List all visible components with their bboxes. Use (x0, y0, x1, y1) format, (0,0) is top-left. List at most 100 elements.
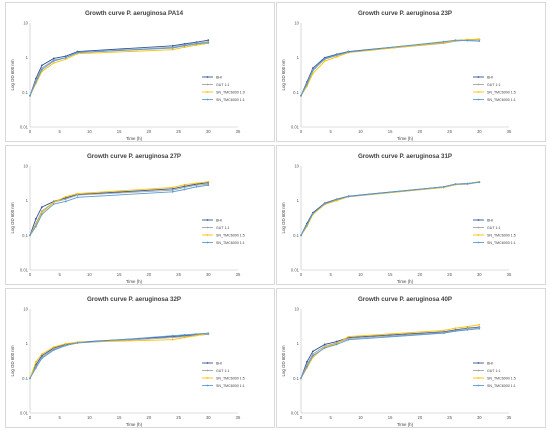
data-point (52, 201, 55, 204)
data-point (183, 183, 186, 186)
data-point (442, 40, 445, 43)
series-line-3 (300, 181, 480, 236)
chart-panel-pa14: Growth curve P. aeruginosa PA14 0 5 10 15 20 2… (5, 2, 275, 142)
x-axis-label: Time (h) (126, 136, 143, 141)
chart-title: Growth curve P. aeruginosa 40P (358, 296, 452, 303)
data-point (29, 94, 31, 97)
data-point (335, 198, 338, 201)
chart-31p: Growth curve P. aeruginosa 31P 0 5 10 15 20 25… (281, 153, 516, 284)
data-point (454, 330, 457, 333)
data-point (478, 38, 481, 41)
legend-label: GUT 1:1 (216, 226, 230, 230)
x-tick-label: 5 (59, 272, 62, 277)
x-tick-label: 20 (418, 129, 423, 134)
legend-label: SN_TMC6000 1:1 (487, 384, 516, 388)
legend-label: BHI (216, 361, 222, 365)
data-point (478, 40, 481, 43)
legend-marker (206, 219, 209, 221)
x-tick-label: 35 (236, 415, 241, 420)
legend-label: SN_TMC6000 1:1 (487, 241, 516, 245)
data-point (195, 333, 198, 335)
chart-32p: Growth curve P. aeruginosa 32P 0 5 10 15 20 25… (10, 296, 245, 427)
x-tick-label: 35 (507, 415, 512, 420)
x-axis-label: Time (h) (126, 279, 143, 284)
legend-marker (477, 83, 480, 86)
y-tick-label: 1 (297, 55, 300, 60)
y-tick-label: 0.1 (22, 90, 28, 95)
series-line-2 (29, 41, 209, 96)
data-point (442, 185, 445, 188)
x-tick-label: 35 (236, 129, 241, 134)
data-point (40, 64, 43, 67)
legend-label: SN_TMC6000 1:5 (216, 233, 245, 237)
series-line-3 (29, 181, 209, 236)
legend-label: GUT 1:1 (487, 226, 501, 230)
data-point (35, 360, 37, 363)
x-tick-label: 25 (447, 129, 452, 134)
data-point (40, 68, 43, 71)
data-point (64, 55, 67, 58)
y-tick-label: 1 (26, 198, 29, 203)
data-point (323, 343, 326, 346)
y-tick-label: 0.01 (20, 411, 29, 416)
x-tick-label: 10 (87, 272, 92, 277)
legend-marker (477, 91, 480, 93)
data-point (478, 323, 481, 326)
x-tick-label: 20 (147, 129, 152, 134)
x-tick-label: 0 (29, 272, 32, 277)
chart-panel-31p: Growth curve P. aeruginosa 31P 0 5 10 15 20 25… (276, 145, 546, 285)
y-tick-label: 10 (294, 164, 299, 169)
x-tick-label: 15 (388, 272, 393, 277)
legend-label: BHI (487, 218, 493, 222)
legend-label: GUT 1:1 (487, 369, 501, 373)
data-point (40, 353, 43, 356)
y-tick-label: 0.1 (22, 376, 28, 381)
legend-marker (477, 377, 480, 379)
series-line-3 (300, 324, 480, 379)
data-point (52, 346, 55, 348)
x-tick-label: 5 (330, 415, 333, 420)
x-tick-label: 0 (300, 272, 303, 277)
y-tick-label: 0.1 (22, 233, 28, 238)
chart-23p: Growth curve P. aeruginosa 23P 0 5 10 15 20 25… (281, 10, 516, 141)
legend-label: SN_TMC6000 1:5 (487, 90, 516, 94)
y-axis-label: Log OD 600 nm (281, 59, 286, 90)
data-point (40, 211, 43, 214)
y-axis-label: Log OD 600 nm (281, 202, 286, 233)
y-tick-label: 1 (26, 341, 29, 346)
legend-label: GUT 1:1 (216, 83, 230, 87)
data-point (300, 94, 302, 97)
data-point (183, 186, 186, 189)
legend-marker (206, 377, 209, 379)
series-line-4 (300, 328, 480, 379)
data-point (323, 60, 326, 62)
legend-label: SN_TMC6000 1:1 (216, 384, 245, 388)
data-point (29, 377, 31, 380)
data-point (323, 202, 326, 205)
legend-marker (206, 98, 209, 101)
legend-marker (206, 76, 209, 78)
chart-title: Growth curve P. aeruginosa 27P (87, 153, 181, 160)
data-point (207, 332, 210, 335)
legend-marker (477, 369, 480, 372)
y-tick-label: 1 (297, 341, 300, 346)
x-tick-label: 35 (507, 272, 512, 277)
legend-label: GUT 1:1 (487, 83, 501, 87)
y-tick-label: 1 (297, 198, 300, 203)
data-point (171, 190, 174, 193)
legend-marker (477, 234, 480, 236)
legend-marker (477, 384, 480, 387)
legend-marker (206, 241, 209, 244)
legend-marker (477, 241, 480, 244)
data-point (76, 196, 79, 199)
y-tick-label: 0.01 (291, 268, 300, 273)
data-point (40, 206, 43, 209)
data-point (171, 44, 174, 47)
x-tick-label: 15 (117, 415, 122, 420)
x-tick-label: 15 (117, 129, 122, 134)
x-tick-label: 5 (59, 415, 62, 420)
data-point (76, 51, 79, 54)
series-line-3 (29, 42, 209, 96)
x-tick-label: 30 (206, 129, 211, 134)
data-point (183, 188, 186, 191)
